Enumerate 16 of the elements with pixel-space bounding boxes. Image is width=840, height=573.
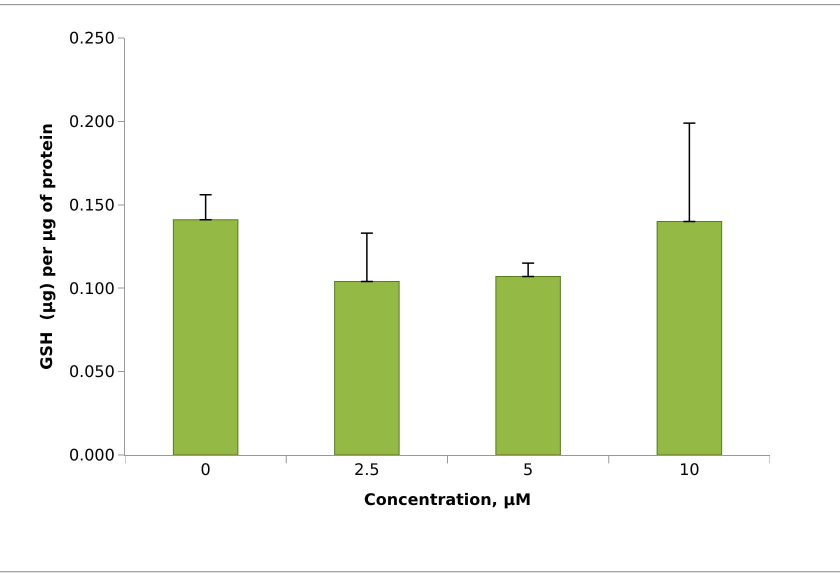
bar [334,281,400,455]
x-tick-label: 2.5 [354,460,380,480]
x-tick-label: 5 [523,460,534,480]
y-tick-label: 0.000 [68,446,115,465]
x-axis-title: Concentration, µM [364,490,532,509]
bar [172,219,238,455]
bar [656,220,722,455]
y-tick-label: 0.150 [68,195,115,214]
x-tick-label: 0 [200,460,211,480]
bar [495,276,561,455]
x-tick-label: 10 [679,460,700,480]
y-axis-title: GSH (µg) per µg of protein [36,123,56,370]
y-tick-label: 0.100 [68,278,115,298]
y-tick-label: 0.050 [68,362,115,382]
y-tick-label: 0.200 [68,112,115,131]
y-tick-label: 0.250 [68,28,115,48]
